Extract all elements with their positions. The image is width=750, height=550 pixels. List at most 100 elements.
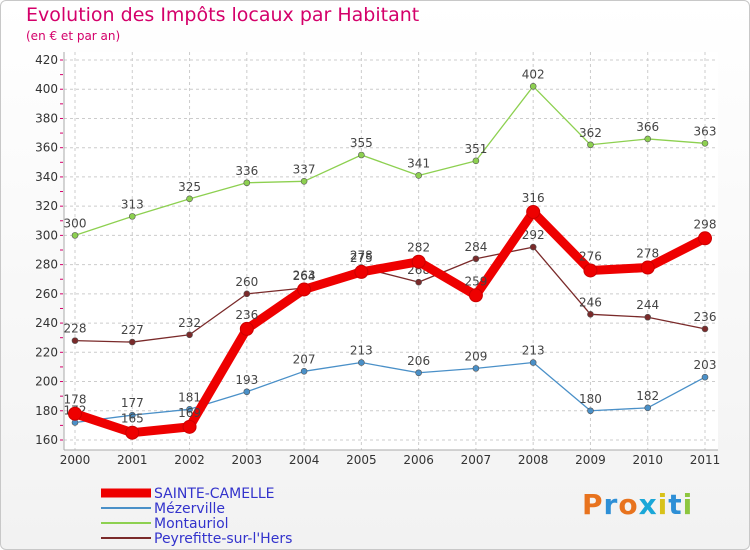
data-point: [587, 311, 594, 318]
data-label: 278: [350, 249, 373, 263]
series-m-zerville: 172177181193207213206209213180182203: [64, 344, 716, 426]
chart-title: Evolution des Impôts locaux par Habitant: [26, 4, 420, 26]
x-tick-label: 2009: [575, 453, 606, 467]
data-point: [529, 359, 537, 366]
data-label: 207: [293, 352, 316, 366]
y-tick-label: 260: [35, 287, 58, 301]
x-tick-label: 2008: [518, 453, 549, 467]
data-point: [128, 411, 136, 419]
series-sainte-camelle: 178 165 169 236 263 275 282 259 316 276 278 298: [64, 191, 717, 440]
y-tick-label: 240: [35, 316, 58, 330]
data-point: [186, 195, 193, 203]
data-label: 227: [121, 323, 144, 337]
x-tick-label: 2006: [403, 453, 434, 467]
y-tick-label: 340: [35, 170, 58, 184]
data-point: [354, 264, 369, 279]
x-tick-label: 2011: [690, 453, 721, 467]
y-tick-label: 420: [35, 53, 58, 67]
y-tick-label: 180: [35, 404, 58, 418]
series-line: [74, 246, 706, 343]
data-point: [529, 243, 537, 251]
data-label: 246: [579, 295, 602, 309]
data-point: [415, 172, 422, 179]
series-line: [74, 85, 706, 237]
data-label: 316: [522, 191, 545, 205]
data-point: [128, 213, 136, 220]
data-label: 298: [694, 217, 717, 231]
data-label: 278: [636, 247, 659, 261]
data-label: 366: [636, 120, 659, 134]
data-point: [186, 331, 193, 339]
y-tick-label: 160: [35, 433, 58, 447]
y-tick-label: 300: [35, 228, 58, 242]
data-label: 325: [178, 180, 201, 194]
data-point: [358, 151, 365, 159]
y-tick-label: 400: [35, 82, 58, 96]
data-point: [587, 141, 594, 149]
data-label: 182: [636, 389, 659, 403]
data-point: [698, 231, 712, 246]
data-point: [243, 388, 251, 396]
data-label: 275: [350, 251, 373, 265]
series-line: [74, 361, 706, 424]
x-tick-label: 2001: [117, 453, 148, 467]
data-point: [243, 290, 251, 298]
plot-area: [64, 52, 718, 450]
data-point: [128, 338, 136, 346]
data-label: 213: [350, 344, 373, 358]
data-point: [472, 365, 480, 372]
data-label: 177: [121, 396, 144, 410]
data-label: 282: [407, 241, 430, 255]
data-label: 236: [235, 308, 258, 322]
y-tick-label: 280: [35, 258, 58, 272]
data-point: [358, 359, 365, 366]
data-label: 363: [694, 124, 717, 138]
data-label: 232: [178, 316, 201, 330]
data-point: [583, 263, 598, 278]
legend-label: Mézerville: [154, 501, 225, 517]
chart-subtitle: (en € et par an): [26, 29, 121, 43]
data-point: [411, 254, 426, 269]
data-point: [243, 179, 251, 187]
data-point: [300, 368, 308, 375]
data-point: [415, 369, 422, 377]
proxiti-logo: Proxiti: [582, 488, 694, 521]
data-point: [644, 404, 652, 412]
x-tick-label: 2010: [632, 453, 663, 467]
data-label: 236: [694, 310, 717, 324]
y-tick-label: 220: [35, 345, 58, 359]
data-point: [644, 135, 652, 143]
data-label: 178: [64, 393, 87, 407]
data-point: [472, 157, 480, 165]
data-label: 259: [464, 274, 487, 288]
data-label: 292: [522, 228, 545, 242]
data-point: [71, 232, 79, 239]
legend: SAINTE-CAMELLEMézervilleMontauriolPeyref…: [101, 486, 292, 547]
data-point: [701, 373, 709, 381]
legend-label: SAINTE-CAMELLE: [154, 486, 275, 502]
series-montauriol: 300 313 325 336 337 355 341 351 402 362 366 363: [64, 67, 717, 239]
data-point: [297, 282, 312, 297]
data-point: [125, 425, 140, 440]
data-point: [68, 406, 82, 421]
x-tick-label: 2007: [461, 453, 492, 467]
data-label: 337: [293, 162, 316, 176]
data-point: [239, 321, 254, 336]
data-label: 228: [64, 322, 87, 336]
data-point: [587, 407, 594, 415]
data-label: 276: [579, 249, 602, 263]
y-tick-label: 200: [35, 375, 58, 389]
x-tick-label: 2000: [60, 453, 91, 467]
data-label: 169: [178, 406, 201, 420]
data-label: 264: [293, 269, 316, 283]
series-line: [70, 207, 710, 438]
data-label: 213: [522, 344, 545, 358]
data-point: [701, 140, 709, 147]
data-label: 193: [235, 373, 258, 387]
data-label: 209: [464, 349, 487, 363]
data-label: 165: [121, 412, 144, 426]
data-point: [71, 337, 79, 344]
data-label: 180: [579, 392, 602, 406]
legend-label: Peyrefitte-sur-l'Hers: [154, 531, 292, 547]
